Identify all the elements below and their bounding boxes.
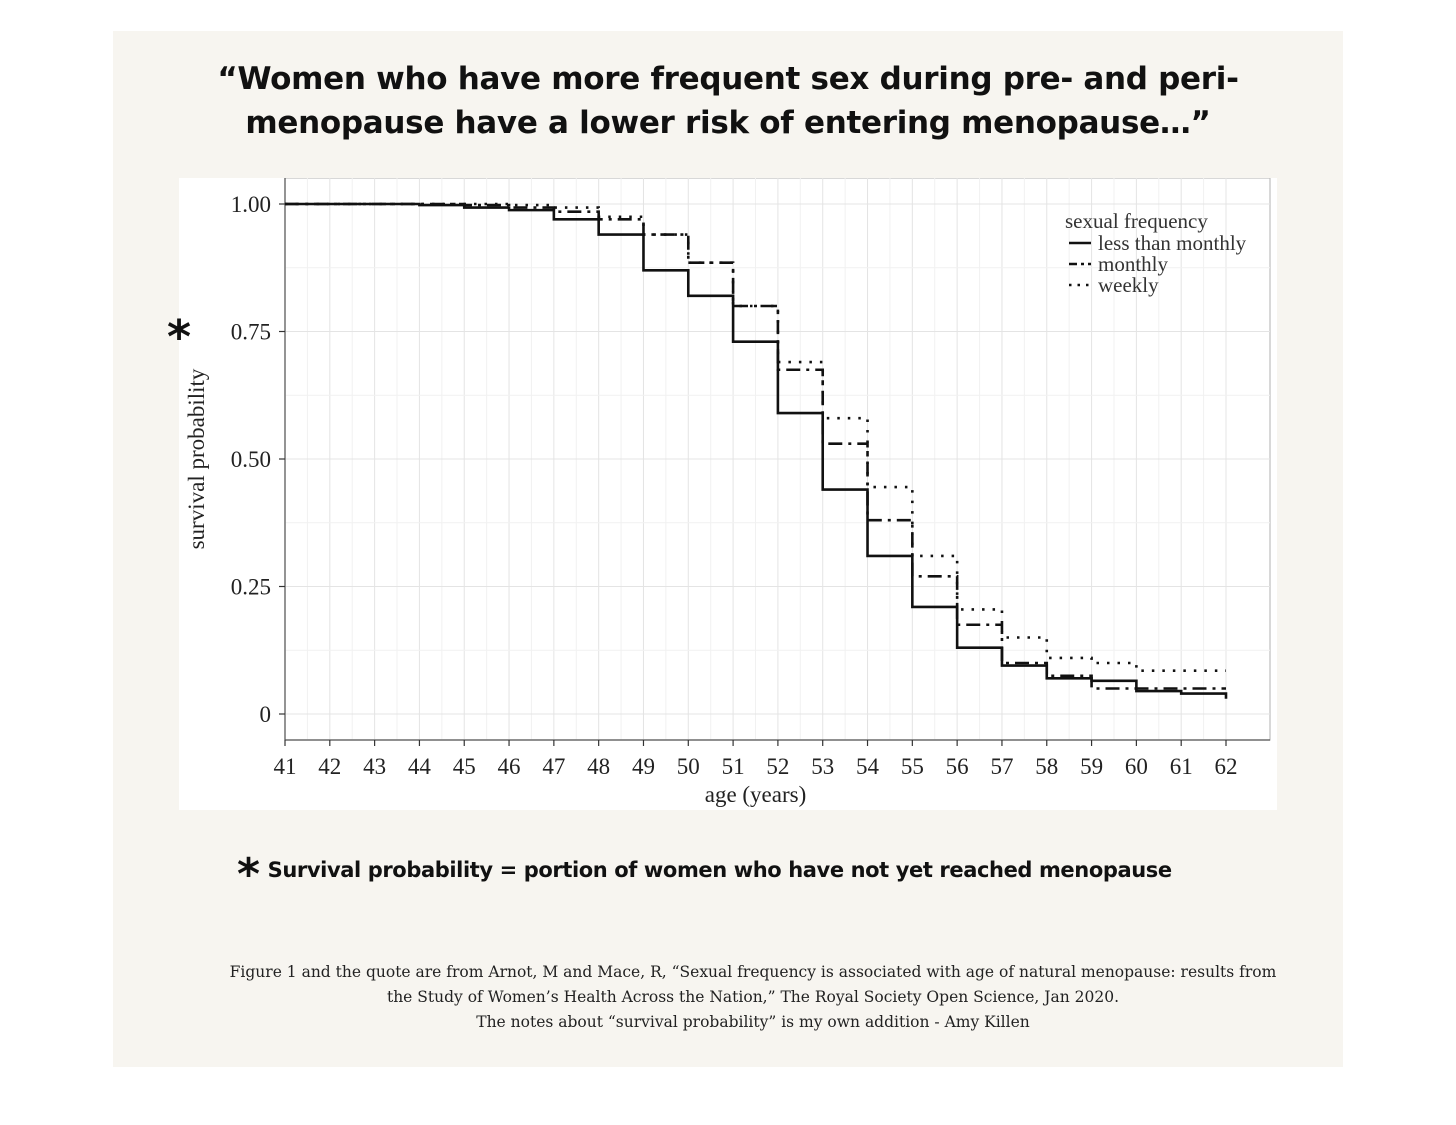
x-tick-label: 54 bbox=[856, 754, 880, 779]
axis-asterisk-icon: * bbox=[167, 310, 192, 364]
y-tick-label: 1.00 bbox=[231, 192, 271, 217]
x-tick-label: 46 bbox=[498, 754, 521, 779]
chart-svg: 41 42 43 44 45 46 47 48 49 50 51 52 53 54 55 56 57 58 59 60… bbox=[184, 178, 1271, 807]
x-tick-label: 49 bbox=[632, 754, 655, 779]
x-tick-label: 52 bbox=[766, 754, 789, 779]
x-tick-label: 58 bbox=[1035, 754, 1058, 779]
legend-label: monthly bbox=[1098, 252, 1169, 276]
citation-line-2: the Study of Women’s Health Across the N… bbox=[386, 988, 1120, 1006]
series-line-monthly bbox=[285, 202, 1226, 690]
x-tick-label: 62 bbox=[1215, 754, 1238, 779]
x-tick-label: 59 bbox=[1080, 754, 1103, 779]
y-tick-label: 0.50 bbox=[231, 447, 271, 472]
y-tick-label: 0.25 bbox=[231, 575, 271, 600]
x-tick-label: 47 bbox=[542, 754, 565, 779]
x-tick-label: 53 bbox=[811, 754, 834, 779]
x-tick-label: 48 bbox=[587, 754, 610, 779]
y-tick-label: 0 bbox=[260, 702, 272, 727]
citation-line-1: Figure 1 and the quote are from Arnot, M… bbox=[229, 963, 1277, 981]
series-line-weekly bbox=[285, 202, 1226, 672]
x-tick-label: 44 bbox=[408, 754, 432, 779]
x-tick-label: 61 bbox=[1170, 754, 1193, 779]
citation: Figure 1 and the quote are from Arnot, M… bbox=[113, 960, 1393, 1035]
x-tick-label: 57 bbox=[990, 754, 1013, 779]
footnote-asterisk-icon: * bbox=[237, 849, 260, 900]
legend-label: less than monthly bbox=[1098, 231, 1247, 255]
quote-headline: “Women who have more frequent sex during… bbox=[113, 57, 1343, 145]
y-tick-label: 0.75 bbox=[231, 320, 271, 345]
x-tick-label: 55 bbox=[901, 754, 924, 779]
footnote-text: Survival probability = portion of women … bbox=[267, 858, 1173, 882]
x-tick-label: 50 bbox=[677, 754, 700, 779]
citation-line-3: The notes about “survival probability” i… bbox=[476, 1013, 1030, 1031]
legend-title: sexual frequency bbox=[1065, 209, 1208, 233]
x-tick-label: 45 bbox=[453, 754, 476, 779]
x-tick-label: 43 bbox=[363, 754, 386, 779]
legend-label: weekly bbox=[1098, 273, 1159, 297]
x-tick-label: 56 bbox=[946, 754, 969, 779]
content-panel: “Women who have more frequent sex during… bbox=[113, 31, 1343, 1067]
x-axis-title: age (years) bbox=[705, 782, 807, 807]
x-tick-label: 41 bbox=[274, 754, 297, 779]
survival-chart: 41 42 43 44 45 46 47 48 49 50 51 52 53 54 55 56 57 58 59 60… bbox=[179, 178, 1277, 810]
quote-line-2: menopause have a lower risk of entering … bbox=[245, 105, 1211, 141]
y-axis-title: survival probability bbox=[184, 368, 209, 549]
x-tick-label: 60 bbox=[1125, 754, 1148, 779]
quote-line-1: “Women who have more frequent sex during… bbox=[217, 61, 1239, 97]
x-tick-label: 42 bbox=[318, 754, 341, 779]
x-tick-label: 51 bbox=[722, 754, 745, 779]
definition-footnote: * Survival probability = portion of women… bbox=[237, 837, 1237, 900]
